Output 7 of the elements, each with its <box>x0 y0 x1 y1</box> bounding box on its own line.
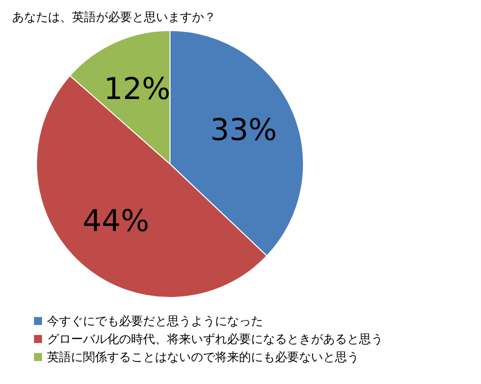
legend-label: 今すぐにでも必要だと思うようになった <box>47 312 263 330</box>
legend-label: 英語に関係することはないので将来的にも必要ないと思う <box>47 348 359 366</box>
data-label: 12% <box>104 72 170 107</box>
data-label: 33% <box>210 113 277 148</box>
legend-label: グローバル化の時代、将来いずれ必要になるときがあると思う <box>47 330 383 348</box>
data-label: 44% <box>82 204 150 239</box>
chart-title: あなたは、英語が必要と思いますか？ <box>12 9 216 26</box>
